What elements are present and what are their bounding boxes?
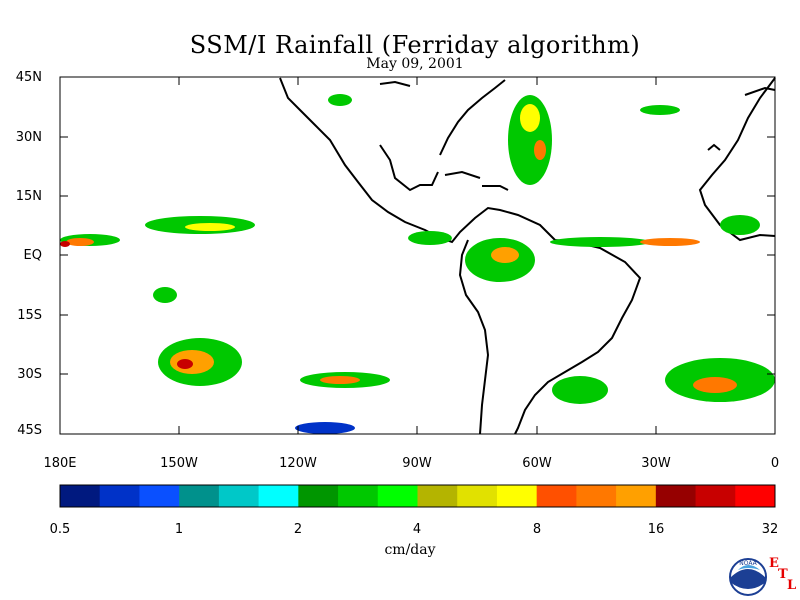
colorbar-swatch bbox=[735, 485, 776, 507]
colorbar-swatch bbox=[338, 485, 379, 507]
lon-label: 30W bbox=[641, 456, 671, 471]
etl-letter: E bbox=[769, 556, 779, 571]
noaa-logo: NOAA bbox=[729, 558, 767, 596]
colorbar-swatch bbox=[417, 485, 458, 507]
colorbar-swatch bbox=[695, 485, 736, 507]
colorbar-swatch bbox=[258, 485, 299, 507]
colorbar-swatch bbox=[536, 485, 577, 507]
lon-label: 180E bbox=[43, 456, 77, 471]
lon-ticks bbox=[178, 77, 657, 434]
colorbar-swatch bbox=[616, 485, 657, 507]
colorbar-tick-label: 4 bbox=[412, 522, 422, 537]
colorbar-swatch bbox=[457, 485, 498, 507]
colorbar-tick-label: 1 bbox=[174, 522, 184, 537]
lon-label: 150W bbox=[160, 456, 198, 471]
colorbar bbox=[59, 484, 776, 508]
lat-label: EQ bbox=[23, 248, 42, 263]
lat-label: 15S bbox=[17, 308, 42, 323]
coastlines bbox=[279, 77, 776, 435]
colorbar-tick-label: 16 bbox=[647, 522, 665, 537]
colorbar-swatch bbox=[139, 485, 180, 507]
colorbar-swatch bbox=[496, 485, 538, 507]
etl-letter: T bbox=[778, 567, 788, 582]
colorbar-swatch bbox=[218, 485, 260, 507]
lon-label: 0 bbox=[770, 456, 780, 471]
colorbar-tick-label: 8 bbox=[532, 522, 542, 537]
lat-label: 15N bbox=[15, 189, 42, 204]
colorbar-swatch bbox=[60, 485, 101, 507]
colorbar-tick-label: 2 bbox=[293, 522, 303, 537]
colorbar-tick-label: 32 bbox=[761, 522, 779, 537]
colorbar-swatch bbox=[99, 485, 140, 507]
colorbar-tick-label: 0.5 bbox=[49, 522, 71, 537]
map-title: SSM/I Rainfall (Ferriday algorithm) bbox=[189, 31, 641, 59]
lon-label: 90W bbox=[402, 456, 432, 471]
lat-ticks bbox=[60, 76, 775, 435]
colorbar-swatch bbox=[576, 485, 617, 507]
colorbar-swatch bbox=[179, 485, 220, 507]
noaa-logo-text: NOAA bbox=[739, 560, 757, 567]
colorbar-swatch bbox=[377, 485, 418, 507]
lon-label: 120W bbox=[279, 456, 317, 471]
colorbar-swatch bbox=[298, 485, 339, 507]
lat-label: 30S bbox=[17, 367, 42, 382]
map-date: May 09, 2001 bbox=[366, 56, 464, 72]
lat-label: 45N bbox=[15, 70, 42, 85]
lat-label: 45S bbox=[17, 423, 42, 438]
colorbar-swatch bbox=[655, 485, 697, 507]
colorbar-frame bbox=[59, 484, 776, 508]
colorbar-unit-label: cm/day bbox=[384, 542, 436, 558]
etl-letter: L bbox=[787, 578, 797, 593]
lon-label: 60W bbox=[522, 456, 552, 471]
lat-label: 30N bbox=[15, 130, 42, 145]
rain-patches bbox=[60, 94, 775, 434]
